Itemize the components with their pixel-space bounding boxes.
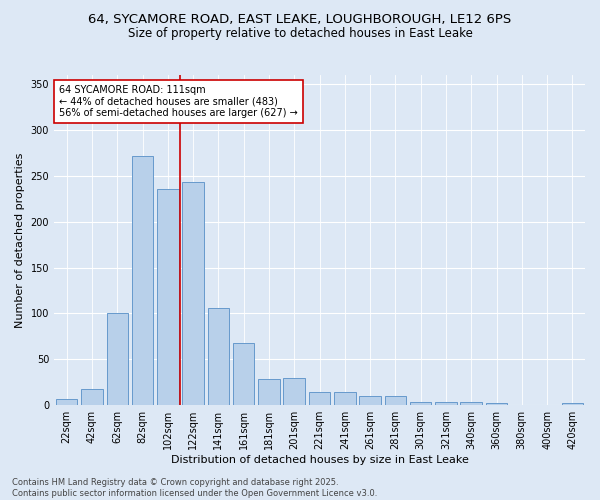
Text: Size of property relative to detached houses in East Leake: Size of property relative to detached ho… xyxy=(128,28,472,40)
Bar xyxy=(132,156,153,405)
Bar xyxy=(208,308,229,405)
Text: Contains HM Land Registry data © Crown copyright and database right 2025.
Contai: Contains HM Land Registry data © Crown c… xyxy=(12,478,377,498)
Y-axis label: Number of detached properties: Number of detached properties xyxy=(15,152,25,328)
Bar xyxy=(233,343,254,405)
Bar xyxy=(385,396,406,405)
Bar xyxy=(334,392,356,405)
Bar xyxy=(107,314,128,405)
Bar xyxy=(56,399,77,405)
Bar xyxy=(359,396,381,405)
Text: 64 SYCAMORE ROAD: 111sqm
← 44% of detached houses are smaller (483)
56% of semi-: 64 SYCAMORE ROAD: 111sqm ← 44% of detach… xyxy=(59,85,298,118)
Bar xyxy=(182,182,204,405)
Bar xyxy=(486,404,507,405)
Bar xyxy=(410,402,431,405)
Text: 64, SYCAMORE ROAD, EAST LEAKE, LOUGHBOROUGH, LE12 6PS: 64, SYCAMORE ROAD, EAST LEAKE, LOUGHBORO… xyxy=(88,12,512,26)
Bar xyxy=(283,378,305,405)
Bar xyxy=(258,378,280,405)
Bar xyxy=(81,388,103,405)
Bar xyxy=(460,402,482,405)
X-axis label: Distribution of detached houses by size in East Leake: Distribution of detached houses by size … xyxy=(170,455,469,465)
Bar xyxy=(562,404,583,405)
Bar xyxy=(435,402,457,405)
Bar xyxy=(157,188,179,405)
Bar xyxy=(309,392,330,405)
